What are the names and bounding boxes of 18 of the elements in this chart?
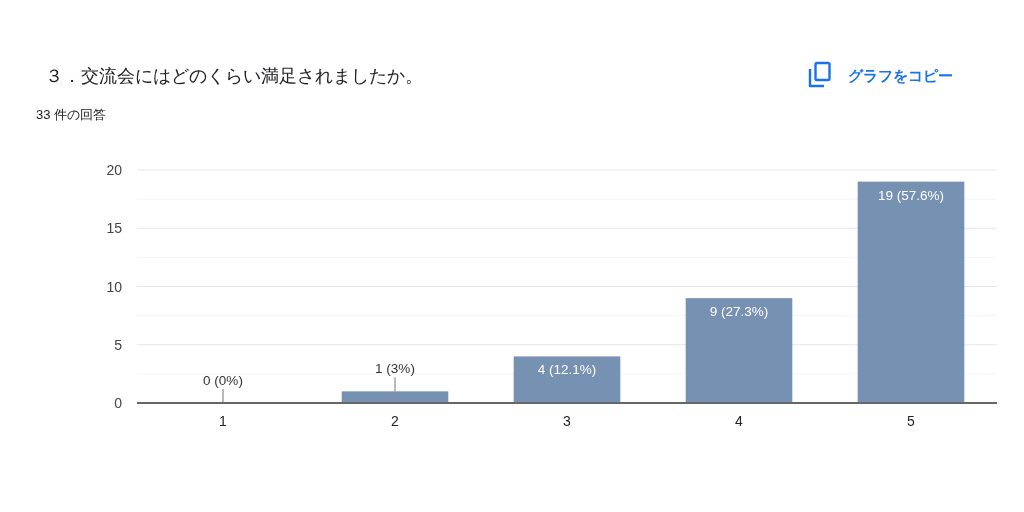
x-tick-label: 2	[391, 413, 399, 429]
data-label: 1 (3%)	[375, 361, 415, 377]
data-label: 19 (57.6%)	[878, 187, 944, 203]
y-tick-label: 10	[106, 278, 122, 295]
title: ３．交流会にはどのくらい満足されましたか。	[45, 66, 423, 86]
x-tick-label: 5	[907, 413, 915, 429]
y-tick-label: 5	[114, 336, 122, 353]
data-label: 0 (0%)	[203, 373, 243, 388]
y-tick-label: 15	[106, 220, 122, 237]
button-label: グラフをコピー	[848, 67, 953, 84]
x-tick-label: 4	[735, 413, 743, 429]
y-tick-label: 20	[106, 162, 122, 178]
subtitle: 33 件の回答	[36, 107, 107, 122]
x-tick-label: 1	[219, 413, 227, 429]
data-label: 9 (27.3%)	[709, 304, 769, 320]
data-label: 4 (12.1%)	[537, 362, 597, 378]
y-tick-label: 0	[114, 395, 122, 411]
x-tick-label: 3	[563, 413, 571, 429]
